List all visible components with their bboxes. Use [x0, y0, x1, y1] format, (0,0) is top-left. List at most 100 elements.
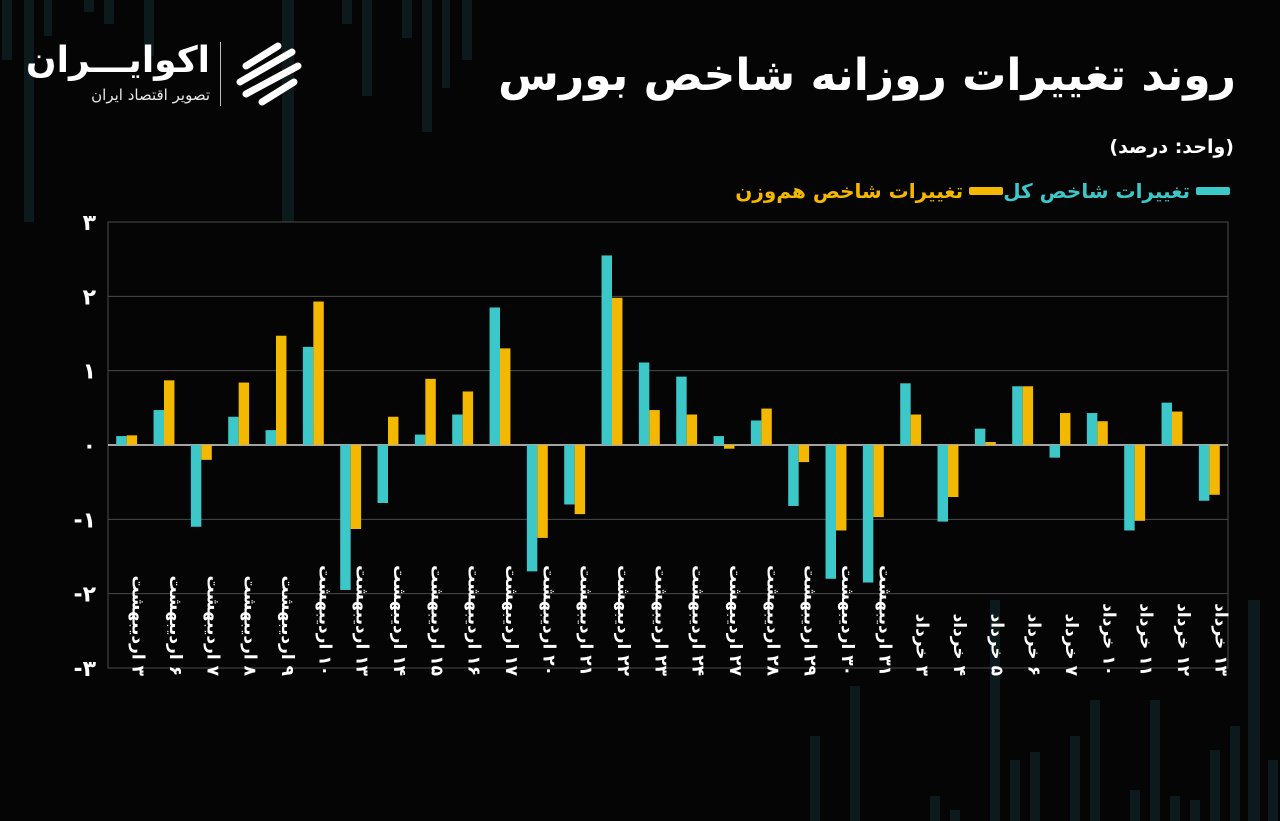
bar-total-index	[788, 445, 799, 506]
bar-equal-weight-index	[612, 297, 623, 445]
legend-item-equal-weight-index: تغییرات شاخص هم‌وزن	[735, 179, 1004, 203]
bar-total-index	[825, 445, 836, 579]
x-tick-label: ۱۲ خرداد	[1173, 603, 1193, 676]
y-tick-label: -۱	[73, 508, 96, 533]
brand-block: اکوایـــران تصویر اقتصاد ایران	[25, 34, 310, 114]
bar-total-index	[1049, 445, 1060, 458]
bar-total-index	[1012, 386, 1023, 445]
legend-swatch-total-index	[1196, 187, 1230, 195]
x-tick-label: ۳ اردیبهشت	[128, 576, 148, 677]
x-tick-label: ۱۳ اردیبهشت	[352, 565, 372, 676]
x-tick-label: ۱۵ اردیبهشت	[426, 565, 446, 676]
brand-separator	[220, 42, 221, 106]
x-tick-label: ۱۱ خرداد	[1136, 603, 1156, 676]
bar-equal-weight-index	[164, 380, 175, 445]
x-tick-label: ۶ خرداد	[1024, 614, 1044, 676]
x-tick-label: ۶ اردیبهشت	[165, 576, 185, 677]
x-tick-label: ۵ خرداد	[986, 614, 1006, 676]
bar-equal-weight-index	[201, 445, 212, 460]
x-tick-label: ۱۳ خرداد	[1210, 603, 1230, 676]
bar-total-index	[564, 445, 575, 505]
x-tick-label: ۹ اردیبهشت	[277, 576, 297, 677]
x-tick-label: ۳۱ اردیبهشت	[874, 565, 894, 676]
bar-total-index	[862, 445, 874, 583]
bar-equal-weight-index	[1060, 413, 1071, 445]
bar-total-index	[1198, 445, 1210, 501]
brand-name: اکوایـــران	[25, 40, 210, 81]
legend-swatch-equal-weight-index	[969, 187, 1004, 195]
bar-equal-weight-index	[238, 382, 250, 445]
x-tick-label: ۷ خرداد	[1061, 614, 1081, 677]
y-tick-label: ۲	[83, 285, 97, 310]
bar-equal-weight-index	[276, 335, 287, 445]
ekoiran-logo-icon	[236, 42, 302, 106]
bar-equal-weight-index	[836, 445, 847, 531]
bar-equal-weight-index	[649, 410, 660, 445]
bar-equal-weight-index	[313, 301, 324, 445]
bar-total-index	[190, 445, 202, 527]
bar-equal-weight-index	[1209, 445, 1220, 495]
bar-total-index	[713, 436, 724, 445]
y-tick-label: ۳	[83, 211, 97, 236]
bar-total-index	[153, 410, 164, 445]
bar-equal-weight-index	[126, 435, 138, 445]
bar-equal-weight-index	[425, 378, 436, 445]
page-title: روند تغییرات روزانه شاخص بورس	[498, 50, 1236, 101]
bar-total-index	[676, 376, 687, 445]
legend-item-total-index: تغییرات شاخص کل	[1003, 179, 1230, 203]
x-tick-label: ۱۰ خرداد	[1098, 603, 1118, 676]
bar-equal-weight-index	[724, 445, 735, 449]
bar-total-index	[601, 255, 612, 445]
bar-total-index	[116, 436, 127, 445]
bar-equal-weight-index	[574, 445, 586, 515]
bar-total-index	[974, 428, 986, 445]
bar-total-index	[526, 445, 538, 572]
x-tick-label: ۱۰ اردیبهشت	[314, 565, 334, 676]
bar-total-index	[937, 445, 948, 522]
bar-equal-weight-index	[500, 348, 511, 445]
bar-total-index	[452, 414, 463, 445]
y-tick-label: -۳	[73, 657, 96, 682]
chart-legend: تغییرات شاخص کل تغییرات شاخص هم‌وزن	[735, 176, 1230, 206]
legend-label-equal-weight-index: تغییرات شاخص هم‌وزن	[735, 179, 964, 203]
bar-equal-weight-index	[537, 445, 548, 538]
x-tick-label: ۲۰ اردیبهشت	[538, 565, 558, 676]
bar-equal-weight-index	[798, 445, 810, 463]
x-tick-label: ۲۹ اردیبهشت	[800, 565, 820, 676]
unit-label: (واحد: درصد)	[1109, 136, 1234, 158]
bar-equal-weight-index	[686, 414, 698, 445]
bar-equal-weight-index	[1134, 445, 1146, 521]
x-tick-label: ۲۷ اردیبهشت	[725, 565, 745, 676]
bar-equal-weight-index	[1097, 421, 1108, 445]
bar-equal-weight-index	[910, 414, 922, 445]
y-tick-label: ۱	[83, 360, 96, 385]
y-tick-label: -۲	[73, 583, 96, 608]
bar-total-index	[1086, 413, 1098, 445]
x-tick-label: ۱۶ اردیبهشت	[464, 565, 484, 676]
x-tick-label: ۷ اردیبهشت	[202, 576, 222, 677]
bar-total-index	[1161, 402, 1172, 445]
x-tick-label: ۲۲ اردیبهشت	[613, 565, 633, 676]
bar-equal-weight-index	[948, 445, 959, 498]
legend-label-total-index: تغییرات شاخص کل	[1003, 179, 1190, 203]
x-tick-label: ۲۸ اردیبهشت	[762, 565, 782, 676]
x-tick-label: ۴ خرداد	[949, 614, 969, 676]
x-tick-label: ۱۷ اردیبهشت	[501, 565, 521, 676]
brand-subtitle: تصویر اقتصاد ایران	[91, 86, 210, 104]
bar-equal-weight-index	[350, 445, 362, 529]
x-tick-label: ۲۴ اردیبهشت	[688, 565, 708, 676]
bar-equal-weight-index	[388, 416, 399, 445]
x-tick-label: ۲۳ اردیبهشت	[650, 565, 670, 676]
bar-total-index	[414, 434, 426, 445]
bar-equal-weight-index	[1022, 386, 1034, 445]
bar-total-index	[900, 383, 911, 445]
x-tick-label: ۳ خرداد	[912, 614, 932, 677]
x-tick-label: ۳۰ اردیبهشت	[837, 565, 857, 676]
bar-total-index	[302, 346, 314, 445]
x-tick-label: ۸ اردیبهشت	[240, 576, 260, 677]
bar-equal-weight-index	[985, 442, 996, 445]
x-tick-label: ۱۴ اردیبهشت	[389, 565, 409, 676]
bar-total-index	[265, 430, 276, 445]
